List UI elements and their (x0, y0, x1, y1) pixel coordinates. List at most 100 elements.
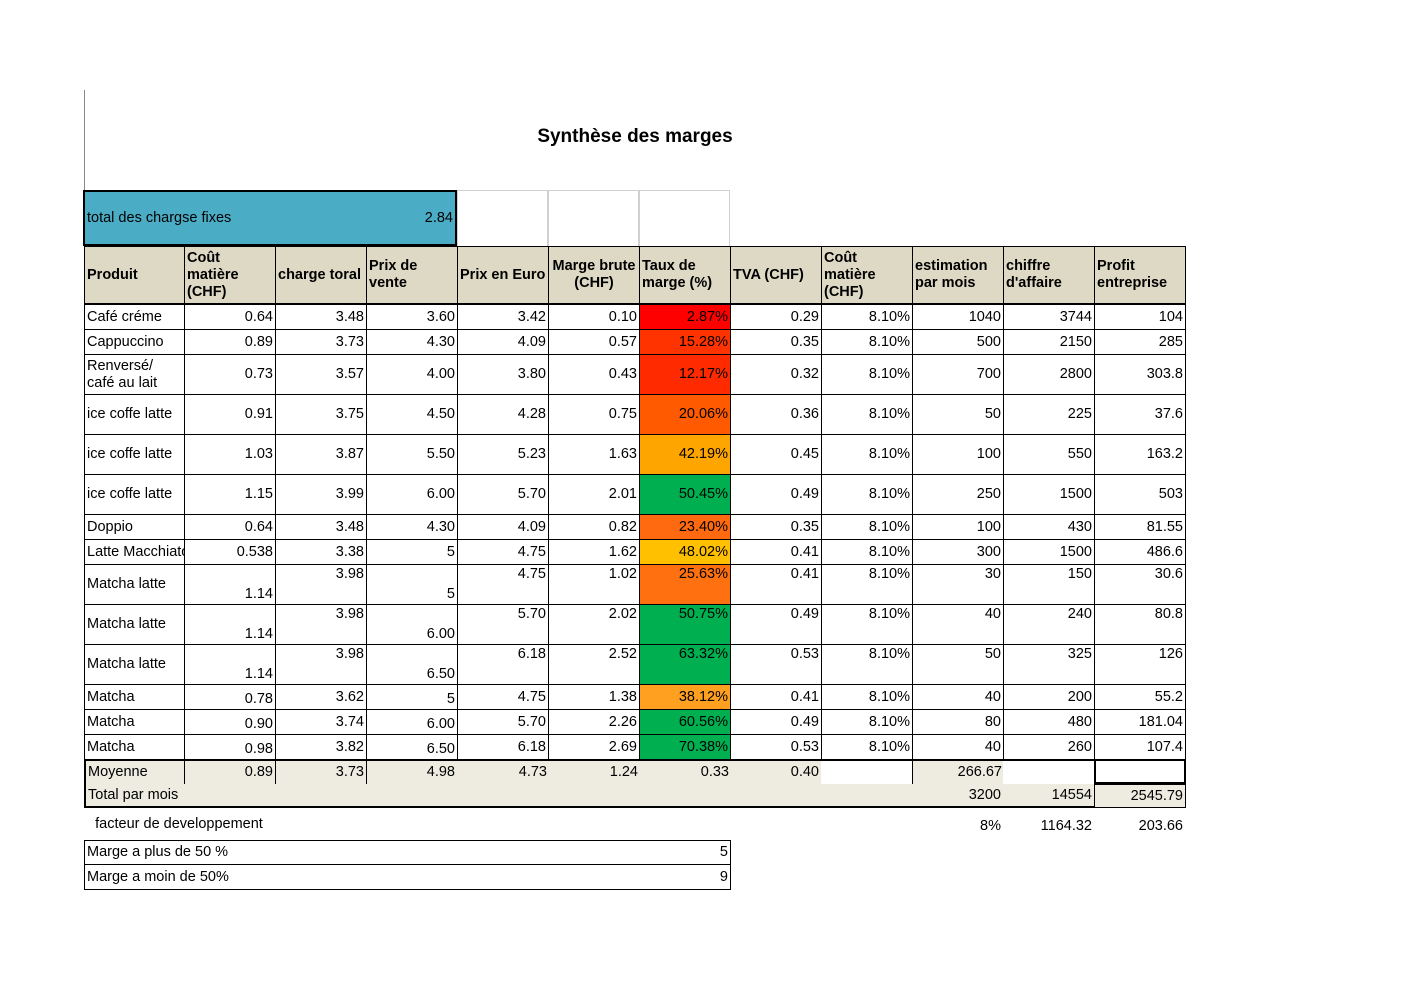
total-profit[interactable]: 2545.79 (1094, 784, 1186, 808)
table-cell[interactable]: 0.90 (184, 709, 276, 735)
header-10[interactable]: chiffre d'affaire (1003, 246, 1095, 304)
table-cell[interactable]: 0.10 (548, 304, 640, 330)
table-cell[interactable]: 6.50 (366, 644, 458, 685)
table-cell[interactable]: 3.73 (275, 329, 367, 355)
table-cell[interactable]: 50.75% (639, 604, 731, 645)
average-cell[interactable] (1003, 759, 1095, 784)
table-cell[interactable]: 1.03 (184, 434, 276, 475)
table-cell[interactable]: 25.63% (639, 564, 731, 605)
table-cell[interactable]: 303.8 (1094, 354, 1186, 395)
table-cell[interactable]: 1.14 (184, 604, 276, 645)
table-cell[interactable]: 4.28 (457, 394, 549, 435)
table-cell[interactable]: 0.41 (730, 684, 822, 710)
table-cell[interactable]: 0.49 (730, 474, 822, 515)
table-cell[interactable]: 4.09 (457, 514, 549, 540)
table-cell[interactable]: 0.35 (730, 329, 822, 355)
table-cell[interactable]: 8.10% (821, 539, 913, 565)
header-1[interactable]: Coût matière (CHF) (184, 246, 276, 304)
empty-cell[interactable] (548, 190, 639, 246)
table-cell[interactable]: 0.35 (730, 514, 822, 540)
average-cell[interactable]: 4.73 (457, 759, 549, 784)
table-cell[interactable]: 5.23 (457, 434, 549, 475)
table-cell[interactable]: 8.10% (821, 304, 913, 330)
table-cell[interactable]: 30.6 (1094, 564, 1186, 605)
header-3[interactable]: Prix de vente (366, 246, 458, 304)
header-11[interactable]: Profit entreprise (1094, 246, 1186, 304)
table-cell[interactable]: 8.10% (821, 354, 913, 395)
table-cell[interactable]: 3.62 (275, 684, 367, 710)
product-name[interactable]: Café créme (84, 304, 185, 330)
table-cell[interactable]: 3.98 (275, 564, 367, 605)
table-cell[interactable]: 0.53 (730, 644, 822, 685)
facteur-chiffre[interactable]: 1164.32 (1040, 817, 1092, 834)
table-cell[interactable]: 8.10% (821, 329, 913, 355)
table-cell[interactable]: 250 (912, 474, 1004, 515)
table-cell[interactable]: 40 (912, 684, 1004, 710)
product-name[interactable]: Matcha latte (84, 564, 185, 605)
header-9[interactable]: estimation par mois (912, 246, 1004, 304)
table-cell[interactable]: 3.87 (275, 434, 367, 475)
table-cell[interactable]: 8.10% (821, 684, 913, 710)
table-cell[interactable]: 4.30 (366, 514, 458, 540)
average-cell[interactable]: 266.67 (912, 759, 1004, 784)
table-cell[interactable]: 20.06% (639, 394, 731, 435)
table-cell[interactable]: 0.45 (730, 434, 822, 475)
product-name[interactable]: Matcha (84, 734, 185, 760)
table-cell[interactable]: 5.50 (366, 434, 458, 475)
summary-value[interactable]: 9 (719, 868, 728, 885)
table-cell[interactable]: 260 (1003, 734, 1095, 760)
table-cell[interactable]: 0.49 (730, 709, 822, 735)
table-cell[interactable]: 50 (912, 394, 1004, 435)
average-cell[interactable]: 0.89 (184, 759, 276, 784)
table-cell[interactable]: 8.10% (821, 474, 913, 515)
product-name[interactable]: Latte Macchiato (84, 539, 185, 565)
total-estimation[interactable]: 3200 (912, 784, 1003, 806)
table-cell[interactable]: 6.00 (366, 474, 458, 515)
facteur-profit[interactable]: 203.66 (1138, 817, 1183, 834)
product-name[interactable]: Matcha (84, 684, 185, 710)
table-cell[interactable]: 100 (912, 514, 1004, 540)
table-cell[interactable]: 8.10% (821, 644, 913, 685)
table-cell[interactable]: 80 (912, 709, 1004, 735)
table-cell[interactable]: 3.82 (275, 734, 367, 760)
table-cell[interactable]: 107.4 (1094, 734, 1186, 760)
table-cell[interactable]: 23.40% (639, 514, 731, 540)
table-cell[interactable]: 37.6 (1094, 394, 1186, 435)
table-cell[interactable]: 2.01 (548, 474, 640, 515)
average-cell[interactable]: 0.33 (639, 759, 731, 784)
table-cell[interactable]: 80.8 (1094, 604, 1186, 645)
table-cell[interactable]: 1500 (1003, 539, 1095, 565)
table-cell[interactable]: 1.14 (184, 644, 276, 685)
table-cell[interactable]: 0.36 (730, 394, 822, 435)
product-name[interactable]: Cappuccino (84, 329, 185, 355)
table-cell[interactable]: 38.12% (639, 684, 731, 710)
table-cell[interactable]: 0.89 (184, 329, 276, 355)
table-cell[interactable]: 0.64 (184, 304, 276, 330)
table-cell[interactable]: 1500 (1003, 474, 1095, 515)
table-cell[interactable]: 3.48 (275, 304, 367, 330)
table-cell[interactable]: 500 (912, 329, 1004, 355)
table-cell[interactable]: 104 (1094, 304, 1186, 330)
table-cell[interactable]: 5 (366, 539, 458, 565)
table-cell[interactable]: 60.56% (639, 709, 731, 735)
table-cell[interactable]: 0.78 (184, 684, 276, 710)
total-chiffre[interactable]: 14554 (1003, 784, 1094, 806)
table-cell[interactable]: 4.75 (457, 539, 549, 565)
table-cell[interactable]: 3.42 (457, 304, 549, 330)
product-name[interactable]: Matcha (84, 709, 185, 735)
table-cell[interactable]: 30 (912, 564, 1004, 605)
table-cell[interactable]: 0.49 (730, 604, 822, 645)
table-cell[interactable]: 55.2 (1094, 684, 1186, 710)
header-5[interactable]: Marge brute (CHF) (548, 246, 640, 304)
table-cell[interactable]: 126 (1094, 644, 1186, 685)
table-cell[interactable]: 430 (1003, 514, 1095, 540)
table-cell[interactable]: 8.10% (821, 604, 913, 645)
table-cell[interactable]: 8.10% (821, 734, 913, 760)
table-cell[interactable]: 0.538 (184, 539, 276, 565)
table-cell[interactable]: 300 (912, 539, 1004, 565)
table-cell[interactable]: 8.10% (821, 514, 913, 540)
table-cell[interactable]: 0.82 (548, 514, 640, 540)
table-cell[interactable]: 8.10% (821, 709, 913, 735)
product-name[interactable]: Matcha latte (84, 644, 185, 685)
table-cell[interactable]: 0.98 (184, 734, 276, 760)
